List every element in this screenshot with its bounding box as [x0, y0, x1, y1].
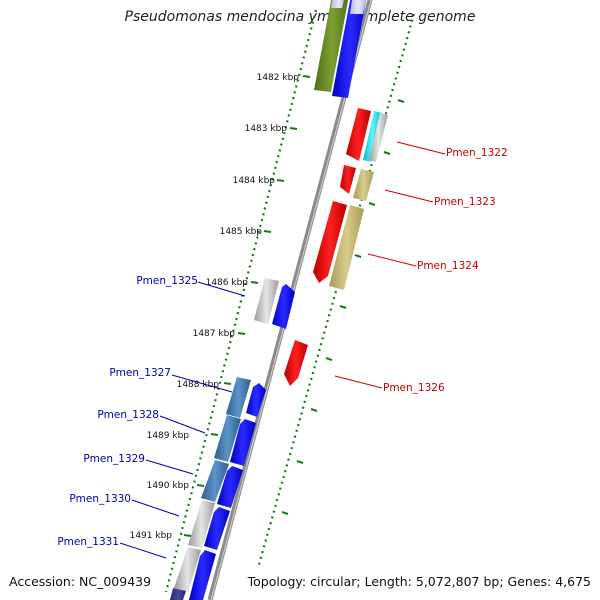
tick-mark [276, 179, 285, 182]
label-leader [159, 415, 206, 434]
tick-label: 1484 kbp [233, 176, 276, 186]
label-leader [145, 459, 194, 475]
outer-ticks [281, 99, 405, 515]
gene-label-pmen-1331[interactable]: Pmen_1331 [57, 536, 119, 548]
tick-mark [183, 534, 192, 537]
gene-label-pmen-1325[interactable]: Pmen_1325 [136, 275, 198, 287]
gene-block-pmen-1322-red [346, 108, 371, 161]
gene-label-pmen-1322[interactable]: Pmen_1322 [446, 147, 508, 159]
tick-label: 1483 kbp [245, 124, 288, 134]
gene-block-pmen-1329-blue [217, 466, 243, 508]
label-leader [384, 189, 434, 203]
forward-gene-labels: Pmen_1325 Pmen_1327 Pmen_1328 Pmen_1329 … [57, 275, 246, 559]
label-leader [367, 253, 417, 267]
gene-block-navy-bottom [170, 588, 186, 600]
tick-label: 1482 kbp [257, 73, 300, 83]
gene-block-pmen-1324-tan [329, 205, 364, 290]
gene-block-pmen-1328-blue [230, 419, 256, 466]
gene-label-pmen-1330[interactable]: Pmen_1330 [69, 493, 131, 505]
outer-tick [310, 408, 318, 412]
tick-label: 1491 kbp [130, 531, 173, 541]
tick-mark [263, 230, 272, 233]
gene-block-pmen-1328-steel [214, 415, 241, 462]
gene-label-pmen-1324[interactable]: Pmen_1324 [417, 260, 479, 272]
gene-block-olive [314, 0, 349, 92]
outer-tick [368, 202, 376, 206]
tick-label: 1486 kbp [206, 278, 249, 288]
tick-mark [223, 382, 232, 385]
tick-label: 1487 kbp [193, 329, 236, 339]
label-leader [131, 499, 180, 517]
gene-features [170, 0, 388, 600]
tick-mark [210, 433, 219, 436]
genome-summary-text: Topology: circular; Length: 5,072,807 bp… [247, 574, 591, 589]
gene-block-pmen-1324-red [313, 201, 347, 283]
gene-block-lavender [331, 0, 344, 8]
label-leader [197, 281, 246, 297]
outer-tick [397, 99, 405, 103]
gene-block-lavender-top [350, 0, 366, 14]
tick-mark [196, 484, 205, 487]
map-title: Pseudomonas mendocina ymp, complete geno… [124, 9, 476, 25]
tick-label: 1488 kbp [177, 380, 220, 390]
label-leader [396, 141, 446, 155]
gene-label-pmen-1327[interactable]: Pmen_1327 [109, 367, 171, 379]
gene-block-pmen-1323-red [340, 165, 356, 194]
outer-tick [296, 460, 304, 464]
gene-block-pmen-1329-steel [201, 460, 229, 502]
outer-tick [325, 357, 333, 361]
gene-block-pmen-1330-gray [188, 500, 215, 548]
gene-block-pmen-1331-blue [189, 550, 216, 600]
gene-block-pmen-1325-blue [272, 284, 295, 329]
gene-block-pmen-1322-cyan [363, 111, 382, 162]
gene-block-pmen-1322-gray [369, 113, 388, 162]
gene-block-blue-top [332, 0, 367, 98]
outer-tick [339, 305, 347, 309]
gene-label-pmen-1323[interactable]: Pmen_1323 [434, 196, 496, 208]
gene-block-pmen-1323-tan [353, 169, 374, 201]
tick-mark [250, 281, 259, 284]
label-leader [119, 542, 167, 559]
gene-block-pmen-1330-blue [204, 507, 230, 550]
label-leader [171, 374, 233, 393]
gene-block-pmen-1327-blue [246, 383, 266, 417]
tick-mark [302, 75, 311, 78]
gene-block-pmen-1327-steel [226, 377, 251, 418]
tick-mark [289, 127, 298, 130]
coordinate-ticks: 1482 kbp 1483 kbp 1484 kbp 1485 kbp 1486… [130, 73, 311, 541]
outer-tick [354, 254, 362, 258]
guide-line-inner [164, 9, 318, 593]
gene-label-pmen-1326[interactable]: Pmen_1326 [383, 382, 445, 394]
reverse-gene-labels: Pmen_1322 Pmen_1323 Pmen_1324 Pmen_1326 [334, 141, 508, 394]
gene-block-pmen-1331-gray [174, 547, 201, 592]
tick-label: 1485 kbp [220, 227, 263, 237]
gene-label-pmen-1328[interactable]: Pmen_1328 [97, 409, 159, 421]
gene-block-pmen-1326-red [284, 340, 308, 386]
outer-tick [281, 511, 289, 515]
tick-label: 1489 kbp [147, 431, 190, 441]
gene-label-pmen-1329[interactable]: Pmen_1329 [83, 453, 145, 465]
gene-block-pmen-1325-gray [254, 278, 279, 324]
outer-tick [383, 151, 391, 155]
accession-text: Accession: NC_009439 [9, 574, 152, 589]
tick-mark [237, 332, 246, 335]
tick-label: 1490 kbp [147, 481, 190, 491]
label-leader [334, 375, 383, 389]
